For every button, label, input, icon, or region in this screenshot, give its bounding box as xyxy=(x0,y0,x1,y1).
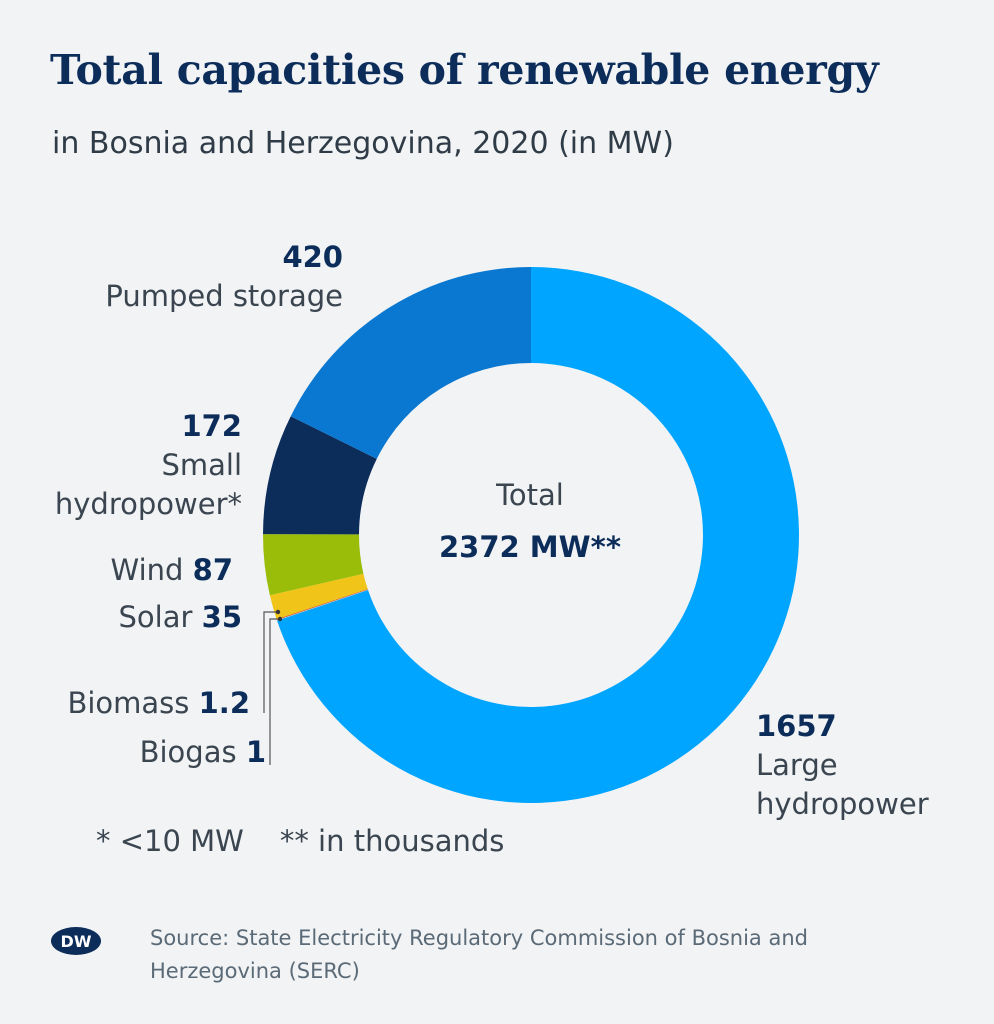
biomass-leader-dot xyxy=(275,609,281,615)
slice-pumped-storage xyxy=(290,267,531,459)
slice-biogas xyxy=(276,589,369,621)
biogas-name: Biogas xyxy=(139,735,237,769)
small-hydropower-label: 172 Small hydropower* xyxy=(20,407,242,524)
biomass-name: Biomass xyxy=(67,686,190,720)
biogas-label: Biogas 1 xyxy=(20,733,266,772)
biogas-value: 1 xyxy=(245,735,266,769)
slice-biomass xyxy=(276,589,368,620)
wind-value: 87 xyxy=(192,553,233,587)
footnote-double-star: ** in thousands xyxy=(279,824,505,858)
slice-small-hydropower xyxy=(263,416,377,535)
solar-name: Solar xyxy=(118,600,193,634)
pumped-storage-label: 420 Pumped storage xyxy=(40,238,343,316)
large-hydropower-name-line1: Large xyxy=(756,748,838,782)
footnotes: * <10 MW ** in thousands xyxy=(96,824,504,858)
leader-lines xyxy=(263,609,283,765)
large-hydropower-value: 1657 xyxy=(756,709,837,743)
solar-label: Solar 35 xyxy=(20,598,242,637)
small-hydropower-name-line1: Small xyxy=(161,448,242,482)
small-hydropower-name-line2: hydropower* xyxy=(54,487,242,521)
chart-title: Total capacities of renewable energy xyxy=(50,46,879,94)
center-label: Total xyxy=(496,478,564,512)
biogas-leader-dot xyxy=(277,616,283,622)
small-hydropower-value: 172 xyxy=(181,409,242,443)
dw-logo: DW xyxy=(51,927,101,955)
biomass-label: Biomass 1.2 xyxy=(20,684,250,723)
biomass-value: 1.2 xyxy=(198,686,250,720)
center-value: 2372 MW** xyxy=(439,530,621,564)
biogas-leader-line xyxy=(269,618,280,765)
pumped-storage-value: 420 xyxy=(282,240,343,274)
biomass-leader-line xyxy=(263,611,278,713)
chart-subtitle: in Bosnia and Herzegovina, 2020 (in MW) xyxy=(52,126,674,161)
source-note: Source: State Electricity Regulatory Com… xyxy=(150,926,808,983)
large-hydropower-name-line2: hydropower xyxy=(756,787,929,821)
wind-name: Wind xyxy=(110,553,184,587)
slice-large-hydropower xyxy=(277,267,799,803)
footnote-single-star: * <10 MW xyxy=(96,824,244,858)
pumped-storage-name: Pumped storage xyxy=(105,279,343,313)
dw-logo-text: DW xyxy=(61,932,92,951)
slice-wind xyxy=(263,534,364,596)
large-hydropower-label: 1657 Large hydropower xyxy=(756,707,929,824)
wind-label: Wind 87 xyxy=(20,551,233,590)
slice-solar xyxy=(269,573,368,620)
solar-value: 35 xyxy=(201,600,242,634)
